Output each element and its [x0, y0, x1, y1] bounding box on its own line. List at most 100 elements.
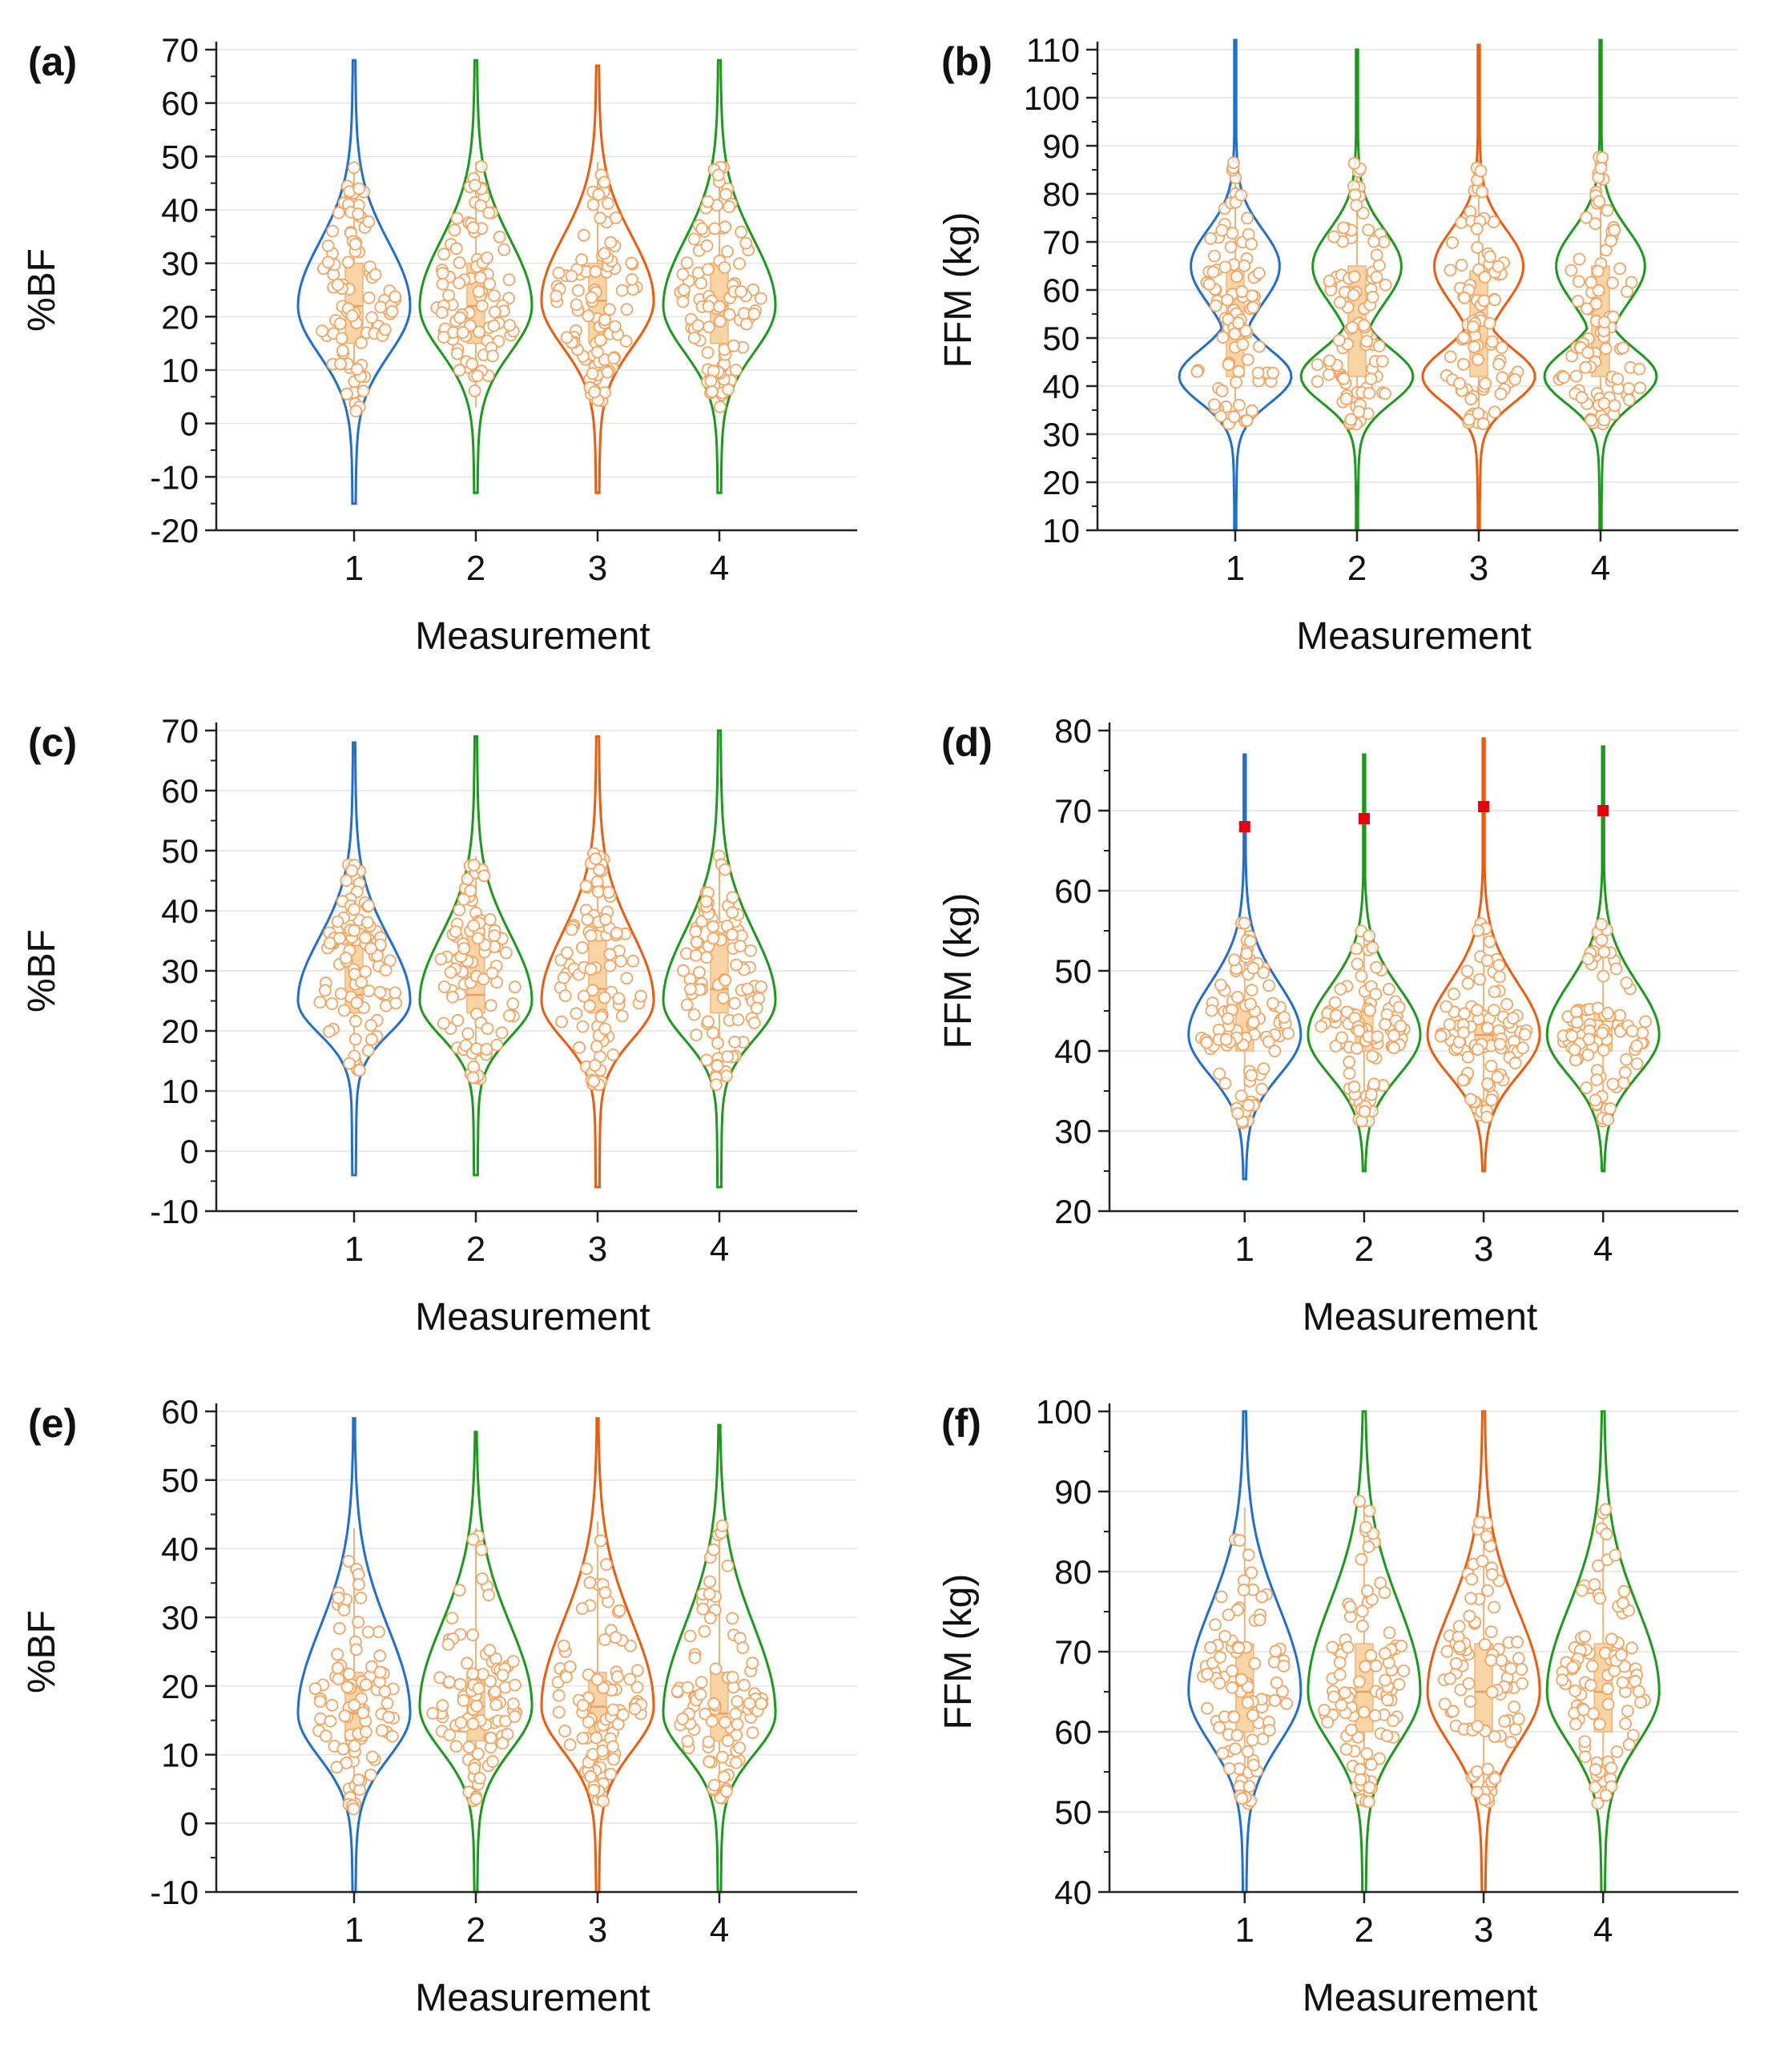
data-point [332, 1622, 346, 1635]
data-point [727, 339, 740, 352]
data-point [1237, 1584, 1250, 1596]
data-point [1337, 372, 1351, 385]
data-point [495, 1026, 509, 1040]
gridlines [1097, 49, 1738, 531]
data-point [1228, 327, 1242, 340]
violin-outline [418, 58, 534, 494]
data-point [572, 284, 585, 297]
data-point [1232, 398, 1246, 412]
data-point [449, 925, 462, 938]
data-point [1576, 1584, 1589, 1597]
data-point [435, 306, 449, 320]
data-point [1339, 1686, 1351, 1700]
data-points [554, 847, 647, 1092]
data-point [723, 200, 735, 214]
data-point [694, 1688, 707, 1701]
data-point [361, 1625, 375, 1639]
data-point [1364, 1648, 1378, 1662]
data-point [349, 405, 363, 418]
data-point [552, 266, 566, 280]
data-point [1633, 1685, 1645, 1698]
data-point [550, 289, 563, 303]
data-point [1241, 211, 1254, 225]
data-point [714, 315, 727, 328]
y-axis-title: %BF [21, 248, 63, 332]
violin-measurement-2 [1299, 48, 1415, 532]
data-point [352, 1578, 365, 1591]
violin-measurement-2 [418, 735, 534, 1177]
data-point [1610, 1745, 1624, 1758]
data-point [493, 230, 506, 244]
y-tick-label: 100 [1036, 1393, 1092, 1431]
x-tick-label: 3 [1474, 1910, 1493, 1950]
data-point [1470, 222, 1484, 235]
data-point [365, 1750, 379, 1764]
data-point [488, 305, 501, 319]
data-point [348, 1033, 362, 1046]
data-point [1496, 371, 1509, 384]
data-point [389, 986, 402, 1000]
data-point [690, 936, 703, 949]
data-point [1213, 1677, 1226, 1690]
data-point [484, 999, 497, 1012]
data-point [1465, 1572, 1479, 1586]
data-point [1581, 1049, 1595, 1061]
data-point [589, 265, 602, 279]
data-point [565, 269, 578, 283]
data-point [1565, 1029, 1579, 1043]
data-point [744, 944, 757, 957]
data-point [469, 179, 481, 192]
data-point [1438, 1697, 1452, 1711]
data-point [341, 256, 355, 269]
data-point [721, 245, 734, 258]
x-tick-label: 3 [588, 1910, 607, 1950]
violin-measurement-4 [1543, 38, 1658, 532]
data-point [1369, 1659, 1383, 1673]
data-point [1480, 954, 1494, 968]
data-point [1480, 1530, 1493, 1543]
data-point [373, 1665, 387, 1679]
data-point [728, 996, 741, 1010]
data-point [489, 1698, 503, 1712]
violin-measurement-3 [1426, 737, 1541, 1173]
data-point [598, 247, 611, 260]
data-point [1244, 935, 1257, 948]
data-point [343, 1057, 356, 1070]
data-point [382, 1710, 396, 1724]
data-point [500, 946, 513, 960]
data-point [385, 1729, 399, 1743]
violin-measurement-2 [1307, 753, 1422, 1173]
data-point [352, 207, 365, 221]
y-tick-label: 40 [1054, 1874, 1092, 1911]
violin-measurement-3 [540, 735, 655, 1189]
data-point [1347, 270, 1361, 284]
data-point [453, 364, 466, 377]
panel-label: (e) [28, 1401, 77, 1446]
data-point [731, 1717, 744, 1731]
data-point [1619, 1717, 1632, 1730]
y-tick-label: 70 [1054, 1633, 1092, 1671]
data-point [601, 365, 614, 379]
data-point [465, 357, 479, 371]
y-axis-title: %BF [21, 929, 63, 1012]
data-point [1234, 188, 1248, 202]
data-point [1478, 1793, 1492, 1806]
data-point [1359, 1660, 1372, 1673]
data-point [606, 1703, 620, 1717]
data-point [355, 976, 368, 988]
data-point [726, 1612, 739, 1625]
data-point [1242, 1780, 1256, 1793]
data-point [707, 1697, 720, 1710]
data-point [1329, 1040, 1343, 1053]
data-point [1204, 231, 1218, 245]
data-point [590, 345, 604, 359]
data-point [623, 1673, 637, 1686]
data-point [688, 1651, 702, 1665]
data-point [1364, 372, 1378, 385]
data-point [1634, 1696, 1648, 1709]
data-point [1343, 1067, 1356, 1081]
data-point [690, 1029, 703, 1041]
data-point [677, 283, 691, 296]
data-point [1323, 274, 1336, 288]
data-point [1233, 1534, 1246, 1547]
